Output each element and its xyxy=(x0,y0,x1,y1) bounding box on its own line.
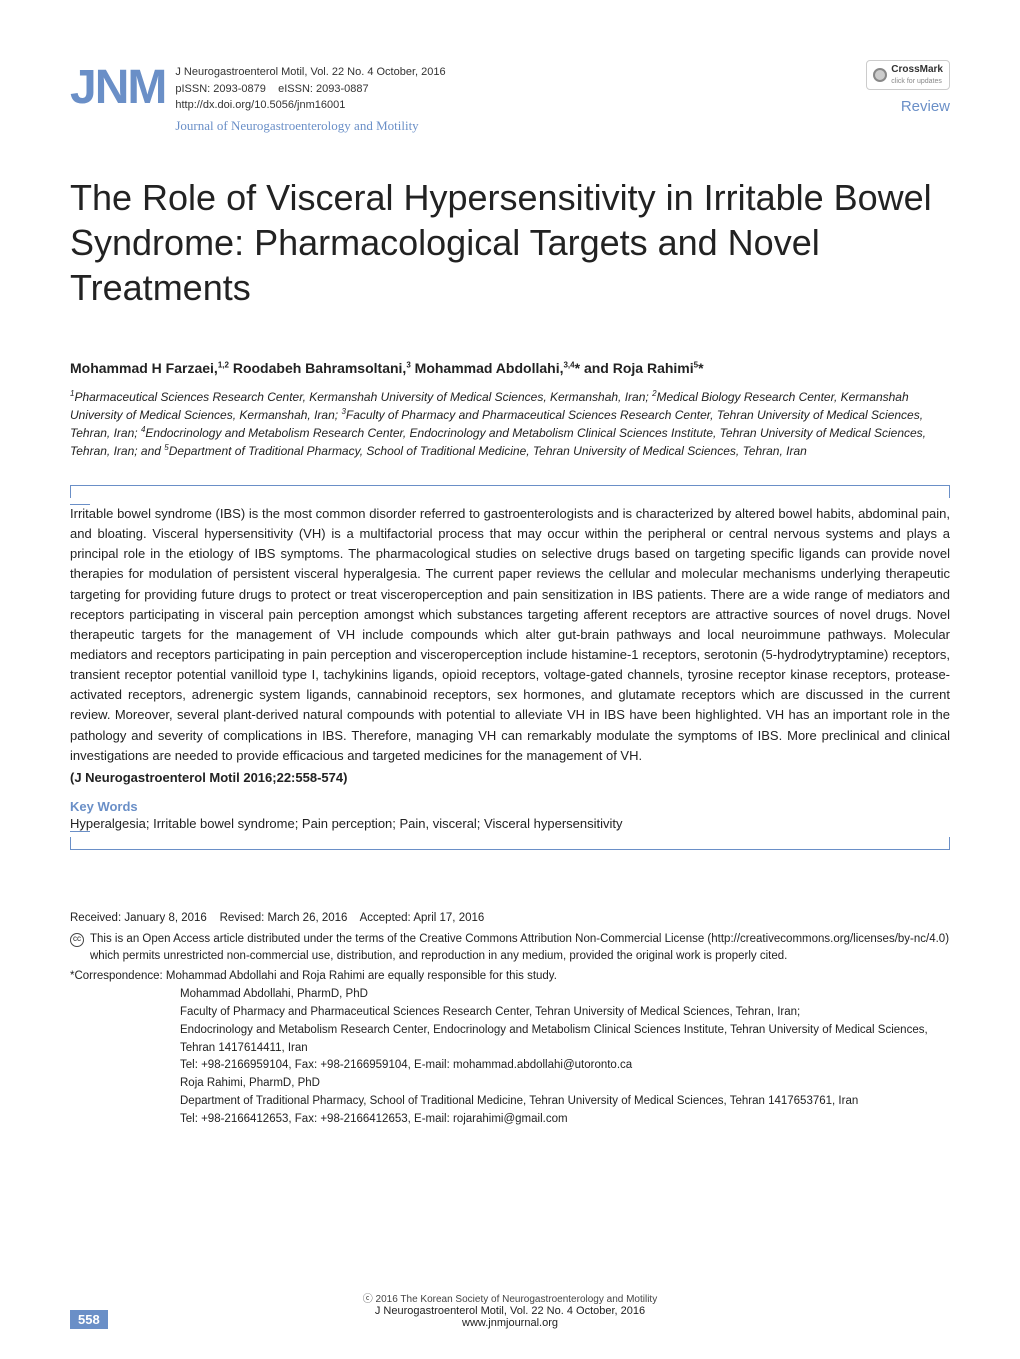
correspondence-details: Mohammad Abdollahi, PharmD, PhD Faculty … xyxy=(70,986,950,1129)
cc-icon: cc xyxy=(70,933,84,947)
article-title: The Role of Visceral Hypersensitivity in… xyxy=(70,175,950,310)
meta-block: Received: January 8, 2016 Revised: March… xyxy=(70,910,950,1129)
abstract-citation: (J Neurogastroenterol Motil 2016;22:558-… xyxy=(70,770,950,785)
doi-link[interactable]: http://dx.doi.org/10.5056/jnm16001 xyxy=(175,97,445,114)
authors: Mohammad H Farzaei,1,2 Roodabeh Bahramso… xyxy=(70,360,950,376)
corr1-name: Mohammad Abdollahi, PharmD, PhD xyxy=(180,986,950,1004)
journal-info: J Neurogastroenterol Motil, Vol. 22 No. … xyxy=(175,60,445,135)
journal-citation: J Neurogastroenterol Motil, Vol. 22 No. … xyxy=(175,64,445,81)
journal-subtitle: Journal of Neurogastroenterology and Mot… xyxy=(175,116,445,136)
abstract-box: Irritable bowel syndrome (IBS) is the mo… xyxy=(70,485,950,850)
article-type-label: Review xyxy=(901,98,950,115)
meta-dates: Received: January 8, 2016 Revised: March… xyxy=(70,910,950,928)
footer-url[interactable]: www.jnmjournal.org xyxy=(70,1317,950,1329)
footer: ⓒ 2016 The Korean Society of Neurogastro… xyxy=(70,1290,950,1329)
license-row: cc This is an Open Access article distri… xyxy=(70,931,950,967)
corr1-contact: Tel: +98-2166959104, Fax: +98-2166959104… xyxy=(180,1057,950,1075)
keywords: Hyperalgesia; Irritable bowel syndrome; … xyxy=(70,816,950,831)
corr1-addr2: Endocrinology and Metabolism Research Ce… xyxy=(180,1022,950,1058)
crossmark-badge[interactable]: CrossMark click for updates xyxy=(866,60,950,90)
affiliations: 1Pharmaceutical Sciences Research Center… xyxy=(70,388,950,460)
keywords-label: Key Words xyxy=(70,799,950,814)
crossmark-icon xyxy=(873,68,887,82)
abstract-text: Irritable bowel syndrome (IBS) is the mo… xyxy=(70,504,950,766)
corr2-addr: Department of Traditional Pharmacy, Scho… xyxy=(180,1093,950,1111)
crossmark-label: CrossMark xyxy=(891,64,943,75)
corr2-name: Roja Rahimi, PharmD, PhD xyxy=(180,1075,950,1093)
corr1-addr1: Faculty of Pharmacy and Pharmaceutical S… xyxy=(180,1004,950,1022)
issn-row: pISSN: 2093-0879 eISSN: 2093-0887 xyxy=(175,81,445,98)
received-date: Received: January 8, 2016 xyxy=(70,912,207,924)
header: JNM J Neurogastroenterol Motil, Vol. 22 … xyxy=(70,60,950,135)
footer-copyright: ⓒ 2016 The Korean Society of Neurogastro… xyxy=(70,1290,950,1305)
pissn: pISSN: 2093-0879 xyxy=(175,83,266,95)
jnm-logo: JNM xyxy=(70,60,165,115)
correspondence-block: *Correspondence: Mohammad Abdollahi and … xyxy=(70,968,950,1128)
header-right: CrossMark click for updates Review xyxy=(866,60,950,115)
journal-header-block: JNM J Neurogastroenterol Motil, Vol. 22 … xyxy=(70,60,446,135)
eissn: eISSN: 2093-0887 xyxy=(278,83,369,95)
corr2-contact: Tel: +98-2166412653, Fax: +98-2166412653… xyxy=(180,1111,950,1129)
revised-date: Revised: March 26, 2016 xyxy=(220,912,348,924)
correspondence-prefix: *Correspondence: xyxy=(70,970,163,982)
crossmark-sublabel: click for updates xyxy=(891,78,942,85)
correspondence-note: Mohammad Abdollahi and Roja Rahimi are e… xyxy=(166,970,557,982)
license-text: This is an Open Access article distribut… xyxy=(90,931,950,967)
footer-citation: J Neurogastroenterol Motil, Vol. 22 No. … xyxy=(70,1305,950,1317)
accepted-date: Accepted: April 17, 2016 xyxy=(360,912,485,924)
